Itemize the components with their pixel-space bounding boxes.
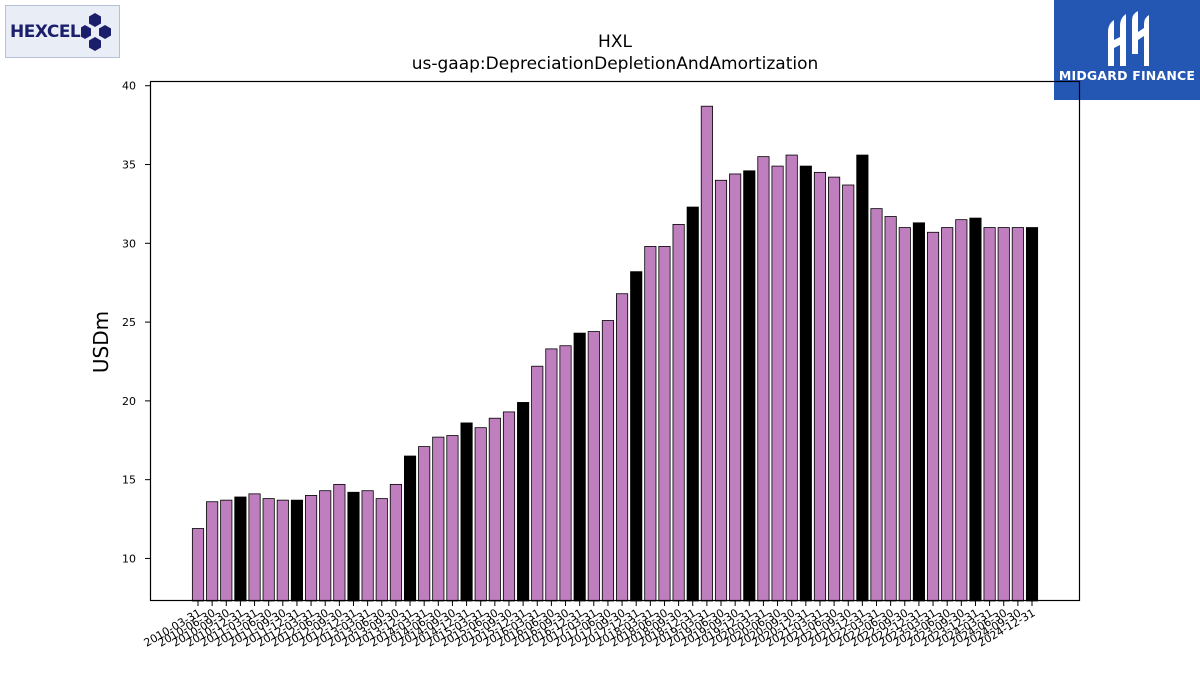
- bar-2015-03-31: [474, 427, 487, 602]
- bar-2011-12-31: [290, 499, 304, 602]
- bar-2010-09-30: [220, 499, 233, 602]
- y-axis-title: USDm: [89, 311, 113, 373]
- bar-2020-09-30: [785, 154, 798, 602]
- bar-2023-03-31: [927, 231, 940, 602]
- midgard-finance-logo: MIDGARD FINANCE: [1054, 0, 1200, 100]
- bar-2015-12-31: [517, 402, 530, 602]
- bar-2013-06-30: [375, 498, 388, 602]
- midgard-monogram-icon: [1108, 11, 1149, 66]
- bar-2020-06-30: [771, 165, 784, 602]
- chart-title-block: HXL us-gaap:DepreciationDepletionAndAmor…: [150, 31, 1080, 75]
- bar-2017-06-30: [601, 320, 614, 602]
- bar-2024-09-30: [1011, 227, 1024, 602]
- bar-2023-09-30: [955, 219, 968, 602]
- bar-2012-06-30: [319, 490, 332, 602]
- x-axis: 2010-03-312010-06-302010-09-302010-12-31…: [142, 601, 1038, 650]
- bar-2011-06-30: [262, 498, 275, 602]
- bar-2022-09-30: [898, 227, 911, 602]
- bar-2019-09-30: [729, 173, 742, 602]
- bar-2011-03-31: [248, 493, 261, 602]
- bar-2022-06-30: [884, 216, 897, 602]
- bar-2014-12-31: [460, 422, 473, 602]
- y-tick-label: 30: [122, 237, 136, 250]
- bar-2020-12-31: [799, 165, 812, 602]
- bar-2016-03-31: [531, 365, 544, 602]
- midgard-brand-name: MIDGARD FINANCE: [1058, 68, 1196, 83]
- y-tick-label: 15: [122, 474, 136, 487]
- bar-2021-09-30: [842, 184, 855, 602]
- bar-2012-09-30: [333, 483, 346, 602]
- y-tick-label: 10: [122, 552, 136, 565]
- chart-title: HXL: [598, 32, 632, 52]
- hexagon-cluster-icon: [81, 13, 111, 51]
- bar-2017-12-31: [630, 271, 643, 602]
- bar-2014-03-31: [418, 446, 431, 602]
- bar-2021-03-31: [813, 171, 827, 602]
- bar-2019-03-31: [700, 105, 713, 602]
- bar-series: [191, 105, 1039, 602]
- bar-2021-12-31: [856, 154, 869, 602]
- bar-2018-06-30: [658, 246, 671, 602]
- bar-2020-03-31: [757, 156, 770, 602]
- bar-2018-03-31: [644, 246, 657, 602]
- bar-2024-12-31: [1025, 227, 1039, 602]
- hexcel-logo: HEXCEL: [5, 5, 120, 58]
- bar-2013-03-31: [361, 490, 374, 602]
- bar-2023-12-31: [969, 217, 982, 602]
- bar-2014-09-30: [446, 435, 459, 602]
- bar-2015-09-30: [502, 411, 516, 602]
- bar-2017-09-30: [616, 293, 629, 602]
- bar-2013-12-31: [403, 455, 417, 602]
- bar-2011-09-30: [276, 499, 289, 602]
- y-tick-label: 40: [122, 80, 136, 93]
- bar-2012-12-31: [347, 491, 360, 602]
- bar-2019-06-30: [714, 179, 728, 602]
- bar-2023-06-30: [941, 227, 954, 602]
- bar-2018-12-31: [686, 206, 699, 602]
- bar-2016-12-31: [573, 332, 586, 602]
- bar-2010-03-31: [191, 528, 205, 602]
- bar-2010-06-30: [206, 501, 219, 602]
- bar-2021-06-30: [828, 176, 841, 602]
- bar-2014-06-30: [432, 436, 445, 602]
- bar-2019-12-31: [743, 170, 756, 602]
- y-tick-label: 20: [122, 395, 136, 408]
- bar-2024-06-30: [997, 227, 1010, 602]
- bar-2022-03-31: [870, 208, 883, 602]
- bar-2015-06-30: [488, 417, 501, 602]
- bar-2024-03-31: [983, 227, 996, 602]
- chart-subtitle: us-gaap:DepreciationDepletionAndAmortiza…: [411, 54, 819, 74]
- y-tick-label: 35: [122, 159, 136, 172]
- plot-frame: [149, 80, 1081, 602]
- bar-2018-09-30: [672, 223, 685, 602]
- bar-2016-06-30: [545, 348, 558, 602]
- bar-2022-12-31: [912, 222, 925, 602]
- y-axis: 10 15 20 25 30 35 40: [122, 80, 150, 565]
- bar-2013-09-30: [389, 483, 402, 602]
- bar-2016-09-30: [559, 345, 572, 602]
- bar-2012-03-31: [305, 495, 318, 602]
- bar-2010-12-31: [234, 496, 247, 602]
- y-tick-label: 25: [122, 316, 136, 329]
- hexcel-logo-text: HEXCEL: [10, 22, 81, 42]
- bar-2017-03-31: [587, 331, 600, 602]
